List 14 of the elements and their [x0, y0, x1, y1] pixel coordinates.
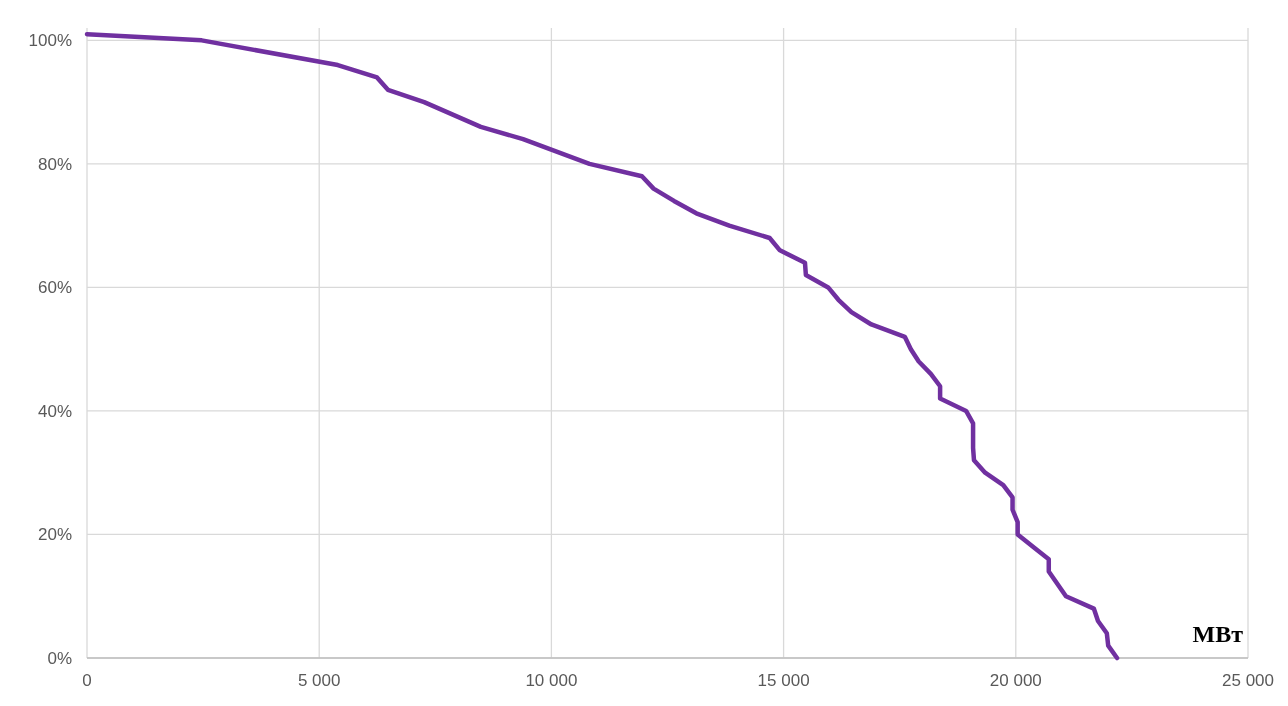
x-tick-label: 10 000	[525, 671, 578, 690]
line-series	[84, 31, 1120, 661]
x-tick-label: 25 000	[1222, 671, 1274, 690]
x-axis-title: МВт	[1192, 621, 1244, 647]
y-tick-label: 20%	[37, 525, 72, 545]
y-tick-label: 100%	[28, 31, 72, 51]
x-tick-label: 15 000	[757, 671, 810, 690]
y-tick-label: 80%	[37, 154, 72, 174]
x-tick-label: 0	[82, 671, 92, 690]
x-tick-label: 20 000	[989, 671, 1042, 690]
x-tick-label: 5 000	[297, 671, 341, 690]
y-tick-label: 40%	[37, 401, 72, 421]
y-tick-label: 60%	[37, 278, 72, 298]
y-tick-label: 0%	[47, 649, 72, 668]
